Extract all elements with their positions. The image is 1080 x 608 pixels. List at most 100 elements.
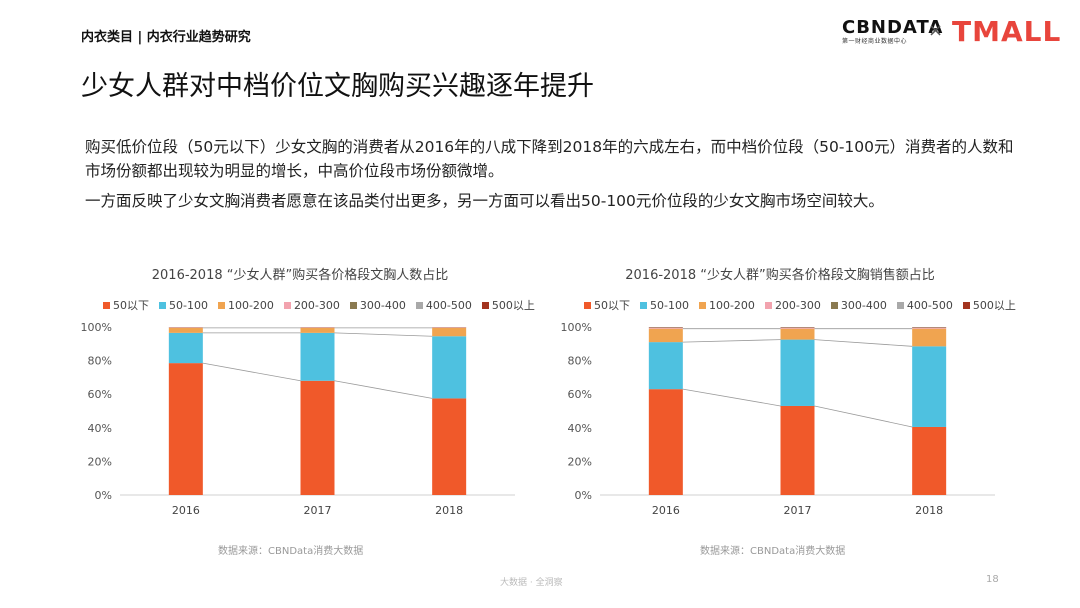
y-tick-label: 0% — [575, 489, 592, 502]
chart-2-sales-share: 0% 20% 40% 60% 80% 100% 2016 2017 2018 — [561, 321, 995, 515]
y-tick-label: 100% — [561, 321, 592, 334]
legend-item: 300-400 — [830, 297, 887, 313]
legend-item: 50以下 — [584, 297, 630, 313]
legend-label: 200-300 — [774, 298, 821, 312]
paragraph-2: 一方面反映了少女文胸消费者愿意在该品类付出更多，另一方面可以看出50-100元价… — [85, 192, 884, 210]
series-connector — [334, 380, 433, 399]
chart-2-source: 数据来源：CBNData消费大数据 — [700, 546, 846, 557]
bar-segment — [648, 328, 683, 329]
bar-segment — [780, 405, 815, 495]
page-title: 少女人群对中档价位文胸购买兴趣逐年提升 — [81, 71, 594, 102]
y-tick-label: 40% — [88, 422, 112, 435]
cbndata-logo-text: CBNDATA — [842, 17, 944, 38]
category-label: 内衣类目 | 内衣行业趋势研究 — [81, 30, 251, 45]
legend-label: 100-200 — [227, 298, 274, 312]
cbndata-logo-subtitle: 第一财经商业数据中心 — [842, 38, 908, 45]
legend-label: 50以下 — [113, 299, 149, 312]
x-tick-label: 2017 — [784, 504, 812, 515]
legend-item: 200-300 — [283, 297, 340, 313]
legend-swatch — [896, 301, 904, 309]
legend-swatch — [349, 301, 357, 309]
bar-segment — [912, 346, 947, 427]
chart-1-legend: 50以下 50-100 100-200 200-300 300-400 400-500 50… — [103, 297, 535, 313]
legend-swatch — [415, 301, 423, 309]
chart-1-people-share: 0% 20% 40% 60% 80% 100% 2016 2017 2018 — [81, 321, 515, 515]
legend-label: 200-300 — [293, 298, 340, 312]
bar-segment — [168, 363, 203, 495]
tmall-logo: TMALL — [952, 15, 1062, 48]
bar-segment — [912, 426, 947, 495]
y-tick-label: 60% — [568, 388, 592, 401]
y-tick-label: 0% — [95, 489, 112, 502]
legend-item: 100-200 — [217, 297, 274, 313]
bar-segment — [912, 328, 947, 329]
legend-label: 300-400 — [840, 298, 887, 312]
legend-label: 500以上 — [491, 299, 535, 312]
legend-item: 500以上 — [481, 297, 535, 313]
y-tick-label: 60% — [88, 388, 112, 401]
legend-swatch — [698, 301, 706, 309]
bar-segment — [648, 328, 683, 343]
bar-segment — [780, 328, 815, 329]
y-tick-label: 100% — [81, 321, 112, 334]
chart-2-legend: 50以下 50-100 100-200 200-300 300-400 400-500 50… — [584, 297, 1016, 313]
legend-item: 50-100 — [640, 297, 689, 313]
series-connector — [202, 362, 301, 382]
bar-segment — [300, 327, 335, 333]
paragraph-1: 购买低价位段（50元以下）少女文胸的消费者从2016年的八成下降到2018年的六… — [85, 138, 1014, 180]
y-tick-label: 40% — [568, 422, 592, 435]
bar-segment — [648, 389, 683, 495]
bar-segment — [912, 328, 947, 347]
bar-segment — [432, 398, 467, 495]
legend-item: 200-300 — [764, 297, 821, 313]
bar-segment — [168, 327, 203, 333]
legend-swatch — [584, 301, 591, 309]
chart-1-source: 数据来源：CBNData消费大数据 — [218, 546, 364, 557]
legend-swatch — [962, 301, 970, 309]
series-connector — [814, 339, 913, 347]
x-tick-label: 2016 — [652, 504, 680, 515]
legend-swatch — [283, 301, 291, 309]
legend-swatch — [103, 301, 110, 309]
legend-label: 300-400 — [359, 298, 406, 312]
bar-segment — [648, 342, 683, 390]
series-connector — [682, 339, 781, 343]
legend-item: 500以上 — [962, 297, 1016, 313]
page-number: 18 — [986, 574, 999, 585]
bar-segment — [300, 380, 335, 495]
legend-swatch — [481, 301, 489, 309]
bar-segment — [432, 327, 467, 337]
legend-label: 400-500 — [425, 298, 472, 312]
legend-swatch — [159, 301, 166, 309]
series-connector — [682, 388, 781, 407]
bar-segment — [780, 328, 815, 340]
x-tick-label: 2016 — [172, 504, 200, 515]
legend-swatch — [217, 301, 225, 309]
collab-x-icon: × — [928, 20, 944, 41]
legend-swatch — [640, 301, 647, 309]
legend-label: 500以上 — [972, 299, 1016, 312]
legend-swatch — [764, 301, 772, 309]
legend-label: 50-100 — [650, 298, 689, 312]
legend-item: 50-100 — [159, 297, 208, 313]
y-tick-label: 80% — [88, 355, 112, 368]
legend-swatch — [830, 301, 838, 309]
legend-item: 50以下 — [103, 297, 149, 313]
y-tick-label: 20% — [88, 455, 112, 468]
cbndata-logo: CBNDATA 第一财经商业数据中心 — [842, 17, 944, 46]
bar-segment — [780, 339, 815, 406]
chart-1-title: 2016-2018 “少女人群”购买各价格段文胸人数占比 — [151, 268, 449, 283]
series-connector — [814, 405, 913, 428]
legend-item: 400-500 — [896, 297, 953, 313]
bar-segment — [300, 332, 335, 381]
y-tick-label: 20% — [568, 455, 592, 468]
legend-item: 300-400 — [349, 297, 406, 313]
legend-label: 100-200 — [708, 298, 755, 312]
x-tick-label: 2018 — [915, 504, 943, 515]
legend-item: 100-200 — [698, 297, 755, 313]
series-connector — [334, 332, 433, 337]
bar-segment — [168, 332, 203, 364]
bar-segment — [432, 336, 467, 399]
x-tick-label: 2018 — [435, 504, 463, 515]
y-tick-label: 80% — [568, 355, 592, 368]
